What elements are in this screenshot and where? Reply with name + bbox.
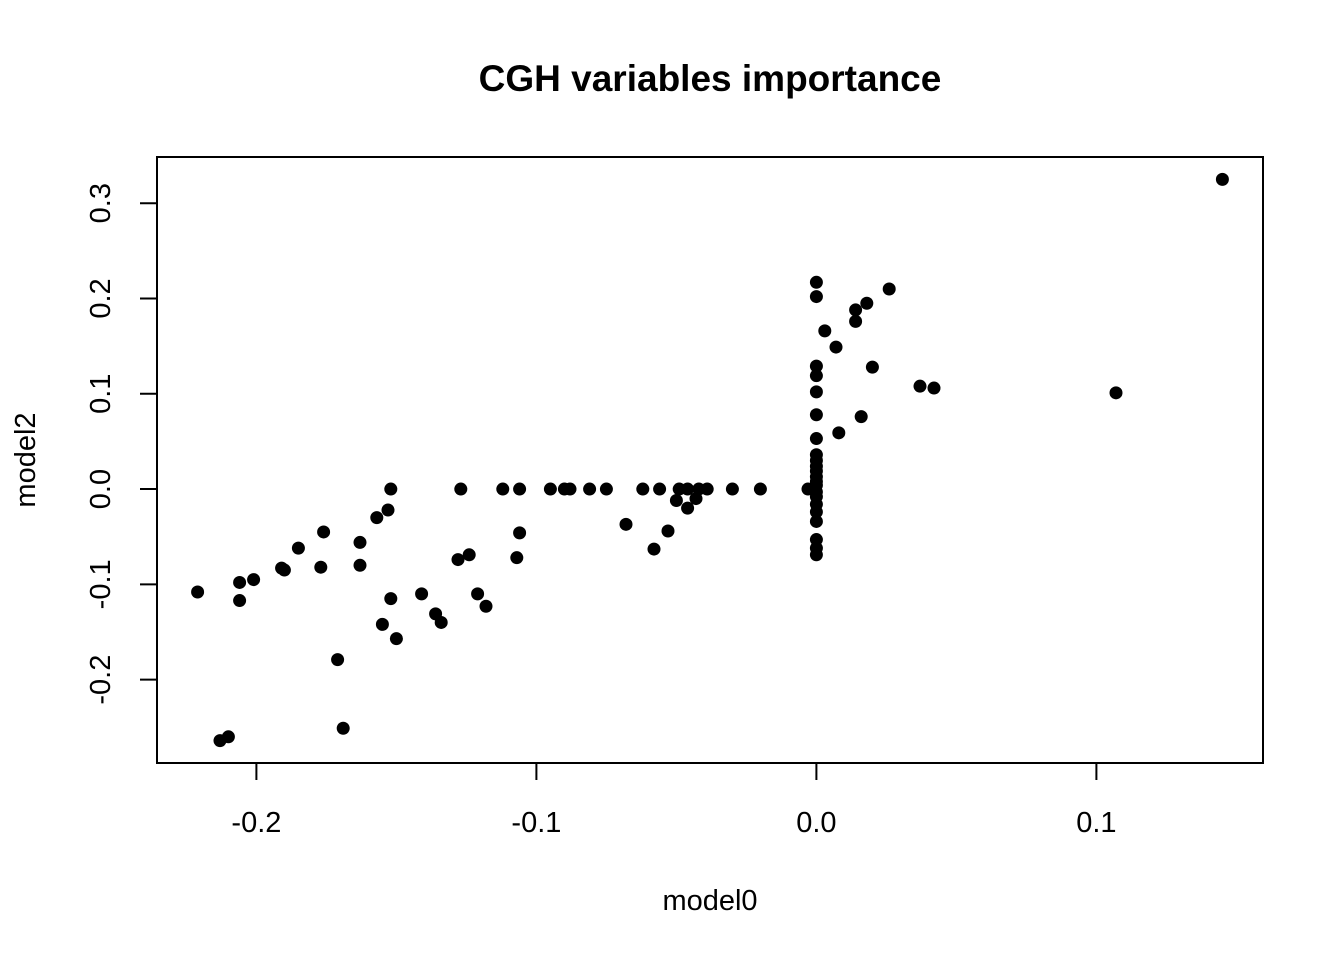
data-point: [583, 482, 597, 496]
data-point: [1109, 386, 1123, 400]
x-tick-label: -0.1: [511, 807, 561, 839]
data-point: [619, 517, 633, 531]
data-point: [336, 721, 350, 735]
data-point: [849, 314, 863, 328]
data-point: [809, 408, 823, 422]
data-point: [557, 482, 571, 496]
y-axis: -0.2 -0.1 0.0 0.1 0.2 0.3: [85, 183, 158, 705]
data-point: [462, 548, 476, 562]
data-point: [672, 482, 686, 496]
data-point: [291, 541, 305, 555]
data-point: [479, 599, 493, 613]
data-point: [809, 505, 823, 519]
data-point: [429, 607, 443, 621]
data-point: [389, 632, 403, 646]
y-tick-label: -0.1: [85, 559, 117, 609]
data-point: [854, 410, 868, 424]
data-point: [381, 503, 395, 517]
data-point: [233, 575, 247, 589]
data-point: [689, 492, 703, 506]
y-tick-label: -0.2: [85, 655, 117, 705]
data-point: [809, 514, 823, 528]
data-point: [913, 379, 927, 393]
data-point: [647, 542, 661, 556]
data-point: [454, 482, 468, 496]
x-axis-label: model0: [662, 885, 757, 917]
data-point: [661, 524, 675, 538]
data-point: [681, 501, 695, 515]
data-point: [860, 296, 874, 310]
data-point: [247, 573, 261, 587]
data-point: [384, 482, 398, 496]
plot-frame: [156, 156, 1264, 764]
data-point: [669, 494, 683, 507]
chart-title: CGH variables importance: [479, 58, 942, 99]
data-point: [510, 551, 524, 565]
data-point: [636, 482, 650, 496]
data-point: [353, 558, 367, 572]
data-point: [809, 359, 823, 373]
data-point: [191, 585, 205, 599]
data-point: [809, 290, 823, 304]
data-point: [818, 324, 832, 338]
data-point: [1215, 172, 1229, 186]
data-point: [370, 511, 384, 525]
y-axis-label: model2: [10, 412, 42, 507]
data-point: [753, 482, 767, 496]
data-point: [375, 617, 389, 631]
data-point: [801, 482, 815, 496]
data-point: [233, 594, 247, 608]
data-point: [314, 560, 328, 574]
data-point: [725, 482, 739, 496]
data-point: [832, 426, 846, 440]
data-point: [471, 587, 485, 601]
data-point: [331, 653, 345, 667]
data-point: [543, 482, 557, 496]
data-point: [809, 432, 823, 446]
data-point: [809, 369, 823, 383]
x-tick-label: -0.2: [231, 807, 281, 839]
x-tick-label: 0.0: [796, 807, 836, 839]
data-point: [809, 548, 823, 562]
data-point: [829, 340, 843, 354]
data-point: [213, 734, 227, 748]
data-point: [275, 561, 289, 575]
data-point: [599, 482, 613, 496]
data-points: [191, 172, 1229, 748]
x-tick-label: 0.1: [1076, 807, 1116, 839]
data-point: [653, 482, 667, 496]
data-point: [353, 535, 367, 549]
data-point: [384, 592, 398, 606]
data-point: [513, 482, 527, 496]
data-point: [513, 526, 527, 540]
data-point: [882, 282, 896, 296]
data-point: [496, 482, 510, 496]
y-tick-label: 0.3: [85, 183, 117, 223]
y-tick-label: 0.0: [85, 469, 117, 509]
data-point: [849, 303, 863, 317]
data-point: [865, 360, 879, 374]
data-point: [317, 525, 331, 539]
y-tick-label: 0.1: [85, 374, 117, 414]
data-point: [451, 553, 465, 567]
y-tick-label: 0.2: [85, 278, 117, 318]
data-point: [809, 275, 823, 289]
x-axis: -0.2 -0.1 0.0 0.1: [231, 762, 1117, 839]
data-point: [809, 385, 823, 399]
data-point: [415, 587, 429, 601]
data-point: [927, 381, 941, 395]
